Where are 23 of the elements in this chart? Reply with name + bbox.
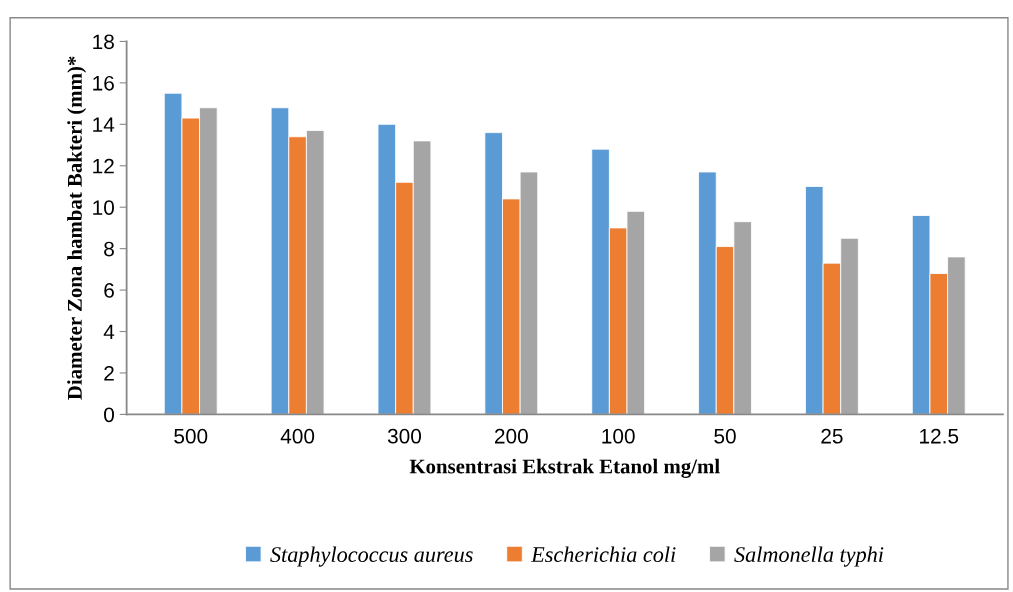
x-tick-label: 100 — [602, 428, 635, 444]
y-axis-title: Diameter Zona hambat Bakteri (mm)* — [67, 56, 87, 400]
y-tick-label: 10 — [93, 200, 115, 215]
legend-label: Salmonella typhi — [734, 546, 884, 567]
legend-label: Staphylococcus aureus — [270, 546, 473, 567]
x-tick-label: 25 — [821, 428, 843, 444]
legend-label: Escherichia coli — [530, 546, 676, 563]
y-tick-label: 0 — [104, 407, 115, 423]
y-tick-label: 8 — [104, 241, 114, 257]
x-tick-label: 500 — [174, 428, 208, 444]
x-tick-label: 400 — [280, 428, 315, 444]
y-tick-label: 4 — [103, 324, 115, 340]
x-tick-label: 300 — [387, 428, 422, 444]
y-tick-label: 16 — [93, 75, 114, 91]
x-tick-label: 12.5 — [920, 428, 959, 444]
y-tick-label: 18 — [93, 34, 114, 50]
y-tick-label: 14 — [93, 117, 115, 132]
x-tick-label: 200 — [494, 428, 528, 444]
y-tick-label: 2 — [104, 365, 114, 381]
y-tick-label: 6 — [104, 283, 114, 298]
x-axis-title: Konsentrasi Ekstrak Etanol mg/ml — [409, 458, 720, 478]
x-tick-label: 50 — [714, 428, 736, 444]
y-tick-label: 12 — [93, 158, 114, 174]
